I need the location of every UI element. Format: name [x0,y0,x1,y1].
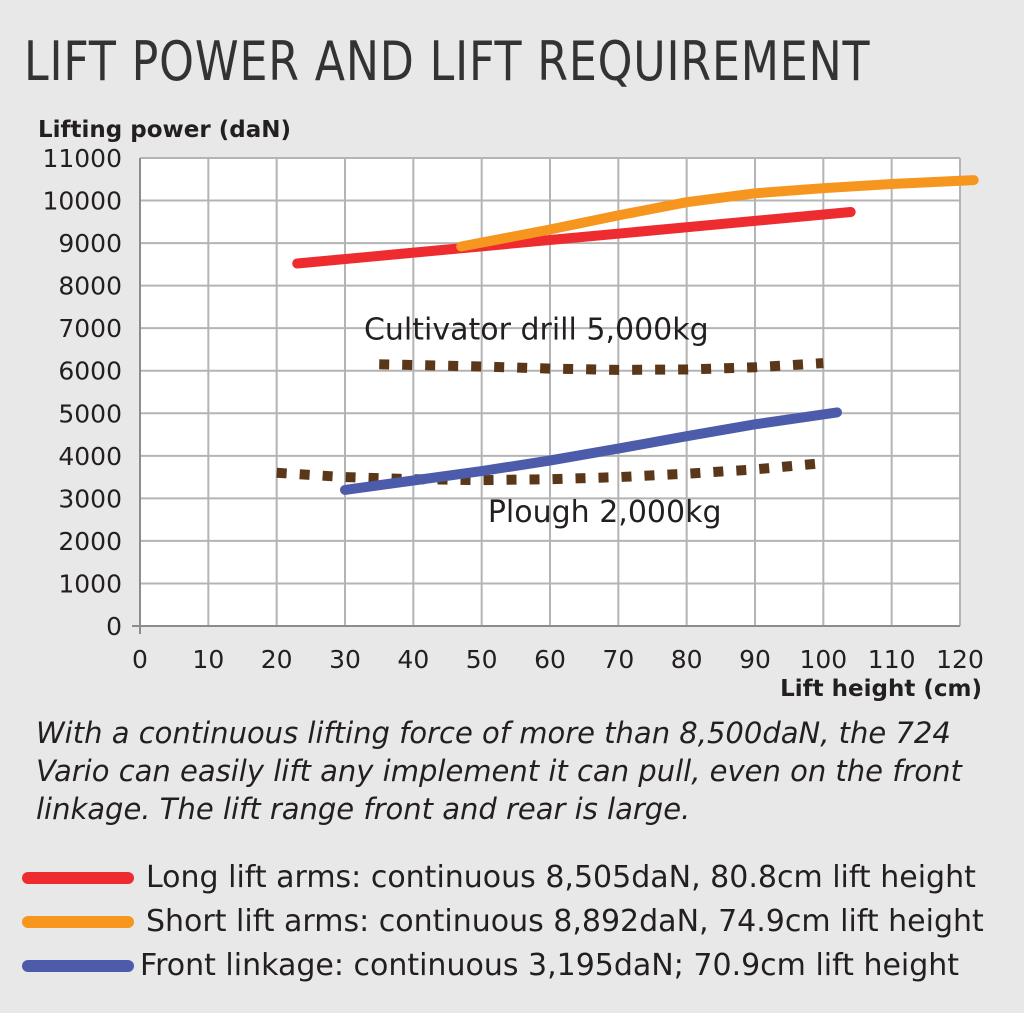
series-long-lift-arms [292,207,856,269]
legend-swatch-front-linkage [22,960,134,972]
legend-item-short-lift-arms: Short lift arms: continuous 8,892daN, 74… [22,902,1022,946]
y-tick-label: 3000 [58,484,122,513]
series-cultivator-drill-5-000kg [379,358,824,375]
x-tick-label: 60 [534,645,566,674]
legend-swatch-long-lift-arms [22,872,134,884]
x-axis-label: Lift height (cm) [780,676,982,702]
y-tick-label: 5000 [58,399,122,428]
x-tick-label: 70 [602,645,634,674]
y-tick-label: 1000 [58,569,122,598]
x-tick-label: 90 [739,645,771,674]
y-tick-label: 7000 [58,314,122,343]
lift-chart: Lifting power (daN) Lift height (cm) 0 10… [38,117,984,702]
x-tick-label: 110 [868,645,916,674]
x-tick-label: 0 [132,645,148,674]
legend-item-long-lift-arms: Long lift arms: continuous 8,505daN, 80.… [22,858,1022,902]
y-tick-label: 0 [106,612,122,641]
annotation-cultivator-drill-5-000kg: Cultivator drill 5,000kg [364,313,709,348]
y-tick-label: 9000 [58,229,122,258]
x-tick-label: 120 [936,645,984,674]
y-tick-label: 6000 [58,357,122,386]
series-front-linkage [340,407,842,495]
caption: With a continuous lifting force of more … [36,716,962,826]
x-tick-label: 30 [329,645,361,674]
y-tick-label: 2000 [58,527,122,556]
x-tick-label: 80 [671,645,703,674]
y-tick-label: 11000 [42,144,122,173]
legend-swatch-short-lift-arms [22,916,134,928]
series-short-lift-arms [456,175,979,252]
annotation-plough-2-000kg: Plough 2,000kg [488,495,722,530]
x-tick-label: 100 [799,645,847,674]
x-tick-label: 40 [397,645,429,674]
y-tick-label: 8000 [58,272,122,301]
y-axis-label: Lifting power (daN) [38,117,291,143]
legend-label-front-linkage: Front linkage: continuous 3,195daN; 70.9… [140,948,960,983]
legend-item-front-linkage: Front linkage: continuous 3,195daN; 70.9… [22,946,1022,990]
y-tick-label: 10000 [42,187,122,216]
legend-label-long-lift-arms: Long lift arms: continuous 8,505daN, 80.… [146,860,976,895]
x-tick-label: 20 [261,645,293,674]
legend-label-short-lift-arms: Short lift arms: continuous 8,892daN, 74… [146,904,984,939]
y-tick-label: 4000 [58,442,122,471]
x-tick-label: 50 [466,645,498,674]
x-tick-label: 10 [192,645,224,674]
chart-title: LIFT POWER AND LIFT REQUIREMENT [24,30,871,93]
legend: Long lift arms: continuous 8,505daN, 80.… [22,858,1022,990]
